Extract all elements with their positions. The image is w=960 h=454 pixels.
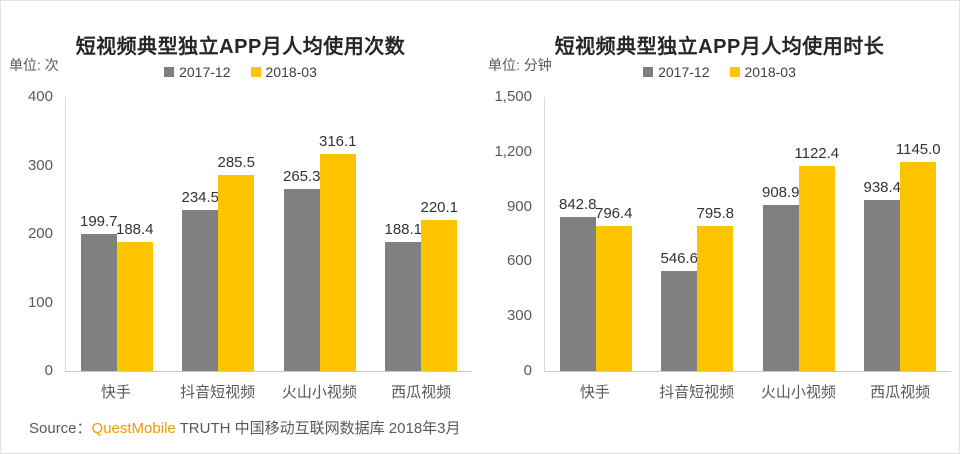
- bar-value-label: 199.7: [79, 213, 118, 231]
- chart-usage-count: 短视频典型独立APP月人均使用次数 单位: 次 2017-12 2018-03 0…: [1, 1, 480, 409]
- y-tick-label: 200: [27, 225, 53, 242]
- legend-swatch-icon: [164, 67, 175, 77]
- bar-value-label: 546.6: [660, 250, 699, 268]
- source-brand: QuestMobile: [91, 420, 176, 437]
- bar-2018-03: 795.8: [696, 205, 734, 371]
- bar-value-label: 188.4: [115, 220, 154, 238]
- legend: 2017-12 2018-03: [480, 64, 959, 80]
- bar-value-label: 188.1: [384, 221, 423, 239]
- y-axis: 0 100 200 300 400: [1, 88, 59, 379]
- unit-label: 单位: 分钟: [488, 57, 552, 73]
- bar-value-label: 234.5: [181, 189, 220, 207]
- x-axis-labels: 快手 抖音短视频 火山小视频 西瓜视频: [544, 381, 951, 402]
- legend-swatch-icon: [729, 67, 740, 77]
- legend-label: 2017-12: [658, 64, 710, 80]
- bar-group: 199.7 188.4: [66, 97, 168, 371]
- bar-2018-03: 1122.4: [794, 145, 839, 371]
- plot-row: 0 100 200 300 400 199.7 188.4 234.5 285.5 265.3 3…: [1, 88, 480, 379]
- bar-value-label: 908.9: [761, 183, 800, 201]
- x-axis-category-label: 火山小视频: [760, 384, 836, 401]
- chart-title: 短视频典型独立APP月人均使用次数: [75, 35, 406, 58]
- legend-label: 2017-12: [179, 64, 231, 80]
- bar-group: 265.3 316.1: [269, 97, 371, 371]
- x-axis-labels: 快手 抖音短视频 火山小视频 西瓜视频: [65, 381, 472, 402]
- chart-title: 短视频典型独立APP月人均使用时长: [554, 35, 885, 58]
- bar-value-label: 220.1: [420, 199, 459, 217]
- x-axis-category-label: 抖音短视频: [659, 384, 735, 401]
- bar-2018-03: 1145.0: [896, 141, 941, 371]
- y-axis: 0 300 600 900 1,200 1,500: [480, 88, 538, 379]
- legend-item: 2018-03: [729, 64, 796, 80]
- y-tick-label: 0: [44, 362, 53, 379]
- y-tick-label: 1,200: [494, 142, 532, 160]
- source-prefix: Source：: [29, 420, 92, 437]
- y-tick-label: 300: [506, 307, 532, 325]
- plot-row: 0 300 600 900 1,200 1,500 842.8 796.4 546.6 795.…: [480, 88, 959, 379]
- bar-2018-03: 285.5: [217, 154, 255, 371]
- bar-2018-03: 316.1: [319, 133, 357, 371]
- bar-group: 908.9 1122.4: [748, 97, 850, 371]
- bar-2017-12: 265.3: [283, 168, 321, 371]
- legend-swatch-icon: [643, 67, 654, 77]
- bar-2017-12: 199.7: [80, 213, 118, 371]
- bar-2017-12: 938.4: [863, 179, 901, 371]
- bar-group: 188.1 220.1: [371, 97, 473, 371]
- bar-group: 938.4 1145.0: [850, 97, 952, 371]
- chart-usage-duration: 短视频典型独立APP月人均使用时长 单位: 分钟 2017-12 2018-03 …: [480, 1, 959, 409]
- x-axis-category-label: 西瓜视频: [870, 384, 931, 401]
- bar-2018-03: 188.4: [116, 221, 154, 371]
- x-axis-category-label: 快手: [100, 384, 131, 401]
- plot-area: 199.7 188.4 234.5 285.5 265.3 316.1 188.1 220.1: [65, 97, 472, 372]
- bar-value-label: 796.4: [594, 204, 633, 222]
- x-axis-category-label: 抖音短视频: [180, 384, 256, 401]
- y-tick-label: 0: [523, 362, 532, 379]
- plot-area: 842.8 796.4 546.6 795.8 908.9 1122.4 938.4 1145…: [544, 97, 951, 372]
- bar-value-label: 1122.4: [794, 144, 840, 162]
- bar-2018-03: 796.4: [595, 205, 633, 371]
- charts-row: 短视频典型独立APP月人均使用次数 单位: 次 2017-12 2018-03 0…: [1, 1, 959, 409]
- x-axis-category-label: 西瓜视频: [391, 384, 452, 401]
- bar-value-label: 795.8: [696, 204, 735, 222]
- legend-item: 2017-12: [164, 64, 231, 80]
- legend-swatch-icon: [250, 67, 261, 77]
- y-tick-label: 900: [506, 197, 532, 215]
- bar-group: 234.5 285.5: [168, 97, 270, 371]
- bar-2018-03: 220.1: [420, 199, 458, 371]
- bar-value-label: 265.3: [282, 168, 321, 186]
- source-suffix: TRUTH 中国移动互联网数据库 2018年3月: [175, 420, 461, 437]
- y-tick-label: 1,500: [494, 88, 532, 105]
- legend: 2017-12 2018-03: [1, 64, 480, 80]
- legend-label: 2018-03: [744, 64, 796, 80]
- y-tick-label: 600: [506, 252, 532, 270]
- bar-2017-12: 842.8: [559, 196, 597, 371]
- y-tick-label: 300: [27, 156, 53, 174]
- bar-group: 842.8 796.4: [545, 97, 647, 371]
- bar-2017-12: 546.6: [660, 250, 698, 371]
- legend-item: 2017-12: [643, 64, 710, 80]
- unit-label: 单位: 次: [9, 57, 59, 73]
- source-line: Source：QuestMobile TRUTH 中国移动互联网数据库 2018…: [29, 417, 461, 438]
- bar-group: 546.6 795.8: [647, 97, 749, 371]
- bar-2017-12: 908.9: [762, 184, 800, 371]
- bar-value-label: 842.8: [558, 196, 597, 214]
- bar-value-label: 285.5: [217, 154, 256, 172]
- bar-2017-12: 188.1: [384, 221, 422, 371]
- legend-item: 2018-03: [250, 64, 317, 80]
- bar-value-label: 938.4: [863, 178, 902, 196]
- bar-2017-12: 234.5: [181, 189, 219, 371]
- bar-value-label: 316.1: [318, 133, 357, 151]
- y-tick-label: 400: [27, 88, 53, 105]
- legend-label: 2018-03: [265, 64, 317, 80]
- x-axis-category-label: 火山小视频: [281, 384, 357, 401]
- y-tick-label: 100: [27, 293, 53, 311]
- bar-value-label: 1145.0: [895, 140, 941, 158]
- x-axis-category-label: 快手: [579, 384, 610, 401]
